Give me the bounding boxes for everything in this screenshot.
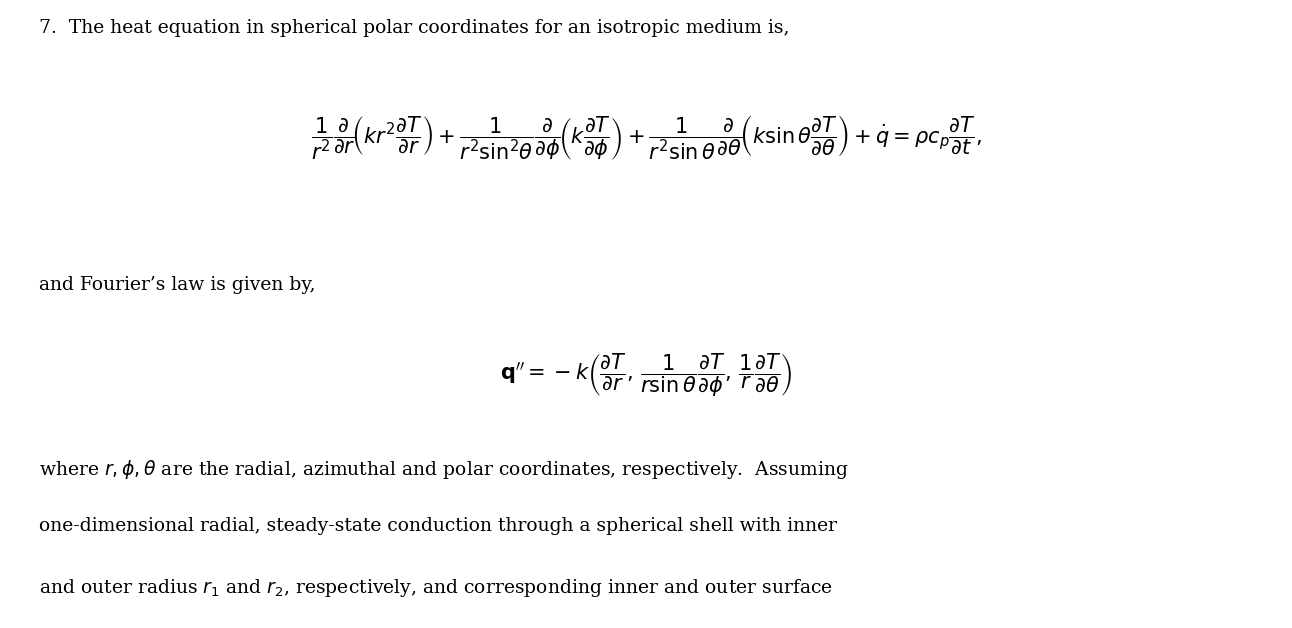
Text: and Fourier’s law is given by,: and Fourier’s law is given by,: [39, 276, 315, 295]
Text: where $r, \phi, \theta$ are the radial, azimuthal and polar coordinates, respect: where $r, \phi, \theta$ are the radial, …: [39, 458, 849, 482]
Text: one-dimensional radial, steady-state conduction through a spherical shell with i: one-dimensional radial, steady-state con…: [39, 517, 837, 536]
Text: and outer radius $r_1$ and $r_2$, respectively, and corresponding inner and oute: and outer radius $r_1$ and $r_2$, respec…: [39, 577, 833, 598]
Text: $\mathbf{q''} = -k\left(\dfrac{\partial T}{\partial r},\,\dfrac{1}{r\sin\theta}\: $\mathbf{q''} = -k\left(\dfrac{\partial …: [500, 352, 792, 399]
Text: $\dfrac{1}{r^2}\dfrac{\partial}{\partial r}\!\left(kr^2\dfrac{\partial T}{\parti: $\dfrac{1}{r^2}\dfrac{\partial}{\partial…: [310, 113, 982, 162]
Text: 7.  The heat equation in spherical polar coordinates for an isotropic medium is,: 7. The heat equation in spherical polar …: [39, 19, 789, 37]
